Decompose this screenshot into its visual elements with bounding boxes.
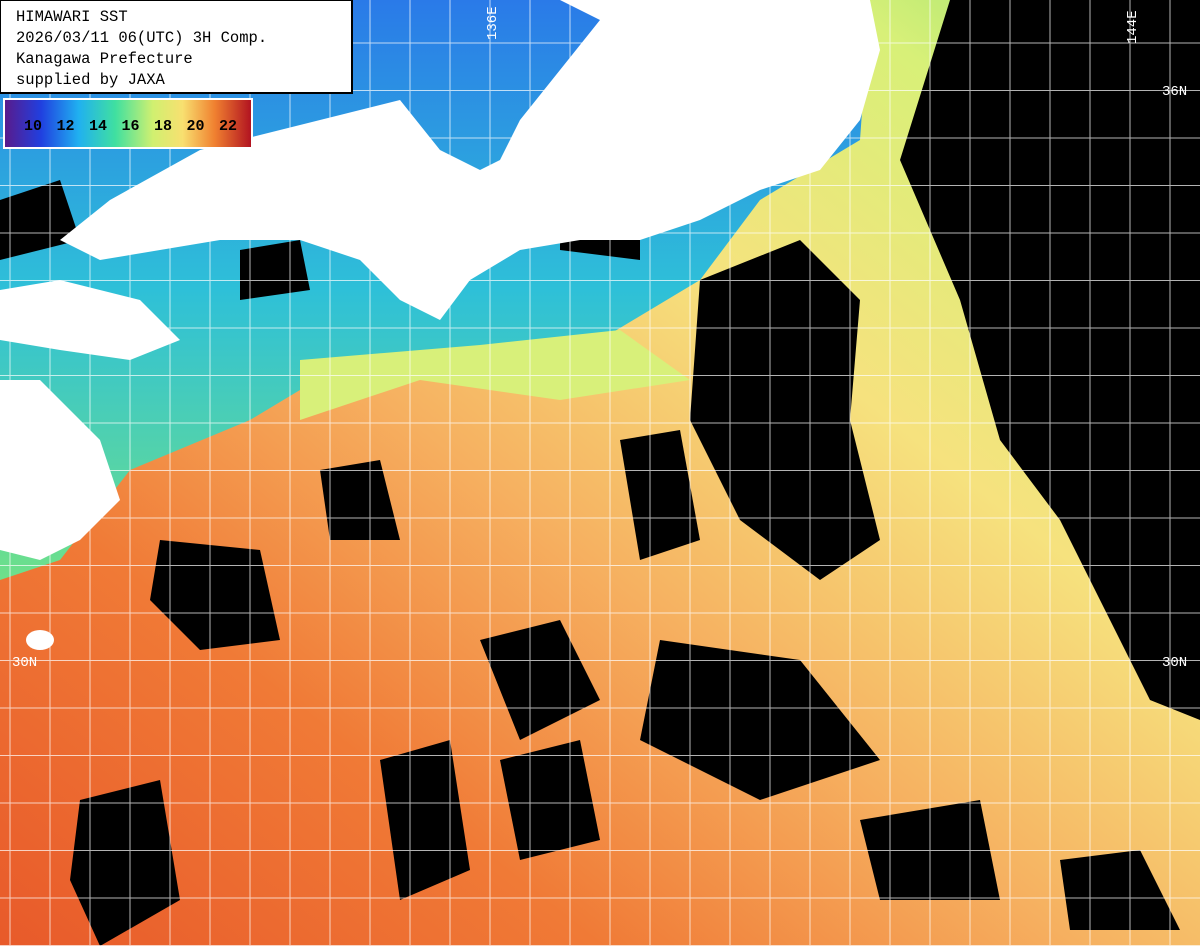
lat-label: 36N bbox=[1162, 84, 1187, 100]
colorbar-label: 14 bbox=[89, 118, 107, 135]
colorbar-label: 18 bbox=[154, 118, 172, 135]
lat-label: 30N bbox=[1162, 655, 1187, 671]
colorbar-label: 16 bbox=[122, 118, 140, 135]
header-line: supplied by JAXA bbox=[16, 71, 166, 89]
colorbar-label: 12 bbox=[57, 118, 75, 135]
header-line: 2026/03/11 06(UTC) 3H Comp. bbox=[16, 29, 267, 47]
colorbar-label: 20 bbox=[187, 118, 205, 135]
header-line: Kanagawa Prefecture bbox=[16, 50, 193, 68]
header-line: HIMAWARI SST bbox=[16, 8, 128, 26]
colorbar-label: 22 bbox=[219, 118, 237, 135]
colorbar bbox=[3, 98, 253, 149]
lon-label: 144E bbox=[1125, 10, 1141, 44]
header-box bbox=[0, 0, 353, 94]
lat-label: 30N bbox=[12, 655, 37, 671]
colorbar-label: 10 bbox=[24, 118, 42, 135]
lon-label: 136E bbox=[485, 6, 501, 40]
